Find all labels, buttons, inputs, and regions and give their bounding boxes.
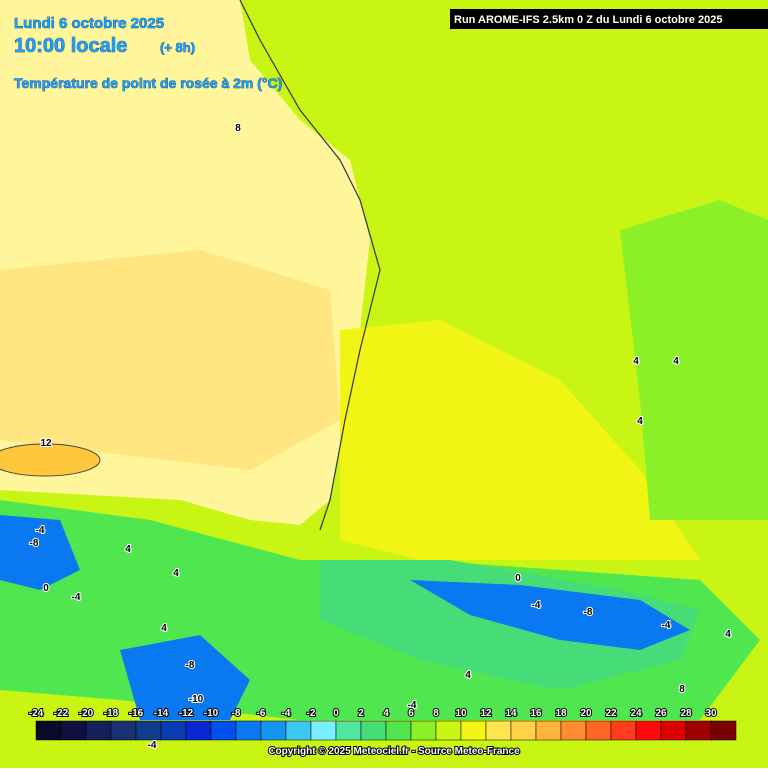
scale-label: 24 — [630, 708, 642, 719]
scale-cell — [185, 720, 212, 741]
contour-label: 12 — [40, 438, 52, 449]
scale-label: -18 — [104, 708, 119, 719]
scale-label: 2 — [358, 708, 364, 719]
contour-label: -4 — [72, 592, 81, 603]
scale-cell — [35, 720, 62, 741]
scale-cell — [160, 720, 187, 741]
scale-label: 12 — [480, 708, 492, 719]
scale-cell — [410, 720, 437, 741]
contour-label: 4 — [637, 416, 643, 427]
scale-cell — [310, 720, 337, 741]
scale-cell — [485, 720, 512, 741]
cold-patch — [0, 515, 80, 590]
map-title: Température de point de rosée à 2m (°C) — [14, 75, 282, 91]
contour-label: -4 — [662, 620, 671, 631]
scale-label: -24 — [29, 708, 44, 719]
contour-label: 4 — [673, 356, 679, 367]
contour-label: 4 — [173, 568, 179, 579]
contour-label: -8 — [584, 607, 593, 618]
scale-cell — [210, 720, 237, 741]
warm-patch — [0, 443, 101, 477]
scale-label: 30 — [705, 708, 717, 719]
scale-cell — [135, 720, 162, 741]
scale-cell — [660, 720, 687, 741]
scale-cell — [635, 720, 662, 741]
scale-cell — [235, 720, 262, 741]
scale-cell — [60, 720, 87, 741]
scale-label: -20 — [79, 708, 94, 719]
scale-cell — [385, 720, 412, 741]
scale-label: 14 — [505, 708, 517, 719]
time: 10:00 locale — [14, 35, 127, 57]
contour-labels: 8 12 -4 -8 4 4 0 -4 4 -4 -8 0 -4 -8 -4 4 4 4 4 8 4 -10 -4 — [29, 122, 733, 752]
scale-cell — [535, 720, 562, 741]
scale-label: -16 — [129, 708, 144, 719]
contour-label: 8 — [679, 684, 685, 695]
cold-patch — [120, 635, 250, 720]
scale-cell — [610, 720, 637, 741]
scale-cell — [560, 720, 587, 741]
scale-label: -22 — [54, 708, 69, 719]
scale-cell — [435, 720, 462, 741]
land-yellow — [340, 320, 700, 560]
ocean-warm — [0, 250, 340, 470]
contour-label: 0 — [43, 583, 49, 594]
scale-label: 22 — [605, 708, 617, 719]
run-bar — [450, 9, 768, 29]
scale-label: 0 — [333, 708, 339, 719]
contour-label: 4 — [725, 629, 731, 640]
scale-label: -4 — [282, 708, 291, 719]
scale-label: -8 — [232, 708, 241, 719]
scale-cell — [460, 720, 487, 741]
land-green — [620, 200, 768, 520]
contour-label: 8 — [235, 123, 241, 134]
scale-label: 28 — [680, 708, 692, 719]
contour-label: -10 — [189, 694, 204, 705]
contour-label: -4 — [148, 740, 157, 751]
scale-label: -10 — [204, 708, 219, 719]
scale-label: 18 — [555, 708, 567, 719]
scale-cell — [285, 720, 312, 741]
scale-label: 26 — [655, 708, 667, 719]
scale-label: 20 — [580, 708, 592, 719]
scale-label: 8 — [433, 708, 439, 719]
scale-label: -14 — [154, 708, 169, 719]
contour-label: 0 — [515, 573, 521, 584]
copyright: Copyright © 2025 Meteociel.fr - Source M… — [268, 746, 520, 757]
scale-label: 16 — [530, 708, 542, 719]
scale-label: 6 — [408, 708, 414, 719]
contour-label: -4 — [408, 700, 417, 711]
scale-cell — [85, 720, 112, 741]
contour-label: -4 — [532, 600, 541, 611]
contour-label: -8 — [186, 660, 195, 671]
cold-patch — [410, 580, 690, 650]
contour-label: 4 — [161, 623, 167, 634]
coastline — [239, 0, 381, 531]
scale-cell — [360, 720, 387, 741]
scale-cell — [260, 720, 287, 741]
scale-label: -6 — [257, 708, 266, 719]
contour-label: 4 — [465, 670, 471, 681]
offset: (+ 8h) — [160, 40, 195, 55]
contour-label: -4 — [36, 525, 45, 536]
scale-cell — [685, 720, 712, 741]
color-scale: -24 -22 -20 -18 -16 -14 -12 -10 -8 -6 -4 -2 0 2 4 6 8 10 1… — [28, 707, 737, 741]
scale-label: -12 — [179, 708, 194, 719]
run-label: Run AROME-IFS 2.5km 0 Z du Lundi 6 octob… — [454, 14, 723, 26]
scale-label: 4 — [383, 708, 389, 719]
contour-label: -8 — [30, 538, 39, 549]
scale-cell — [710, 720, 737, 741]
scale-label: 10 — [455, 708, 467, 719]
scale-label: -2 — [307, 708, 316, 719]
contour-label: 4 — [633, 356, 639, 367]
scale-cell — [585, 720, 612, 741]
scale-cell — [335, 720, 362, 741]
date: Lundi 6 octobre 2025 — [14, 15, 164, 32]
contour-label: 4 — [125, 544, 131, 555]
scale-cell — [510, 720, 537, 741]
scale-cell — [110, 720, 137, 741]
